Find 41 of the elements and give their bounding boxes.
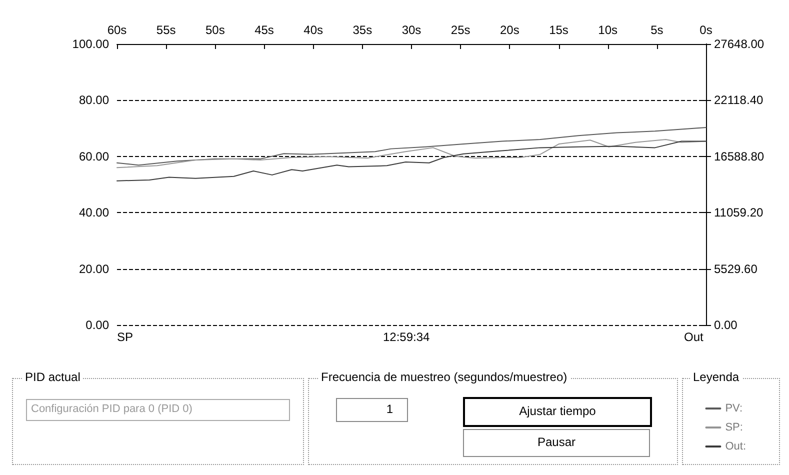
y-tick-label: 60.00 [78, 149, 110, 164]
x-tick-label: 35s [352, 23, 372, 37]
dropdown: Configuración PID para 0 (PID 0) [26, 399, 290, 421]
text: Frecuencia de muestreo (segundos/muestreo) [318, 370, 570, 384]
spin-box: 1 [336, 398, 408, 422]
x-tick-label: 10s [598, 23, 618, 37]
x-tick-label: 15s [549, 23, 568, 37]
x-tick-label: 55s [156, 23, 176, 37]
line-series [116, 126, 706, 166]
y-tick-label: 80.00 [78, 93, 110, 108]
x-tick-label: 45s [254, 23, 274, 37]
x-tick-label: 25s [450, 23, 470, 37]
x-tick-label: 40s [304, 23, 324, 37]
y2-tick-label: 11059.20 [714, 206, 764, 220]
line-series [116, 139, 706, 168]
legend-label: Out: [725, 440, 746, 452]
x-tick-label: 30s [402, 23, 422, 37]
button: Ajustar tiempo [463, 397, 652, 427]
x-tick-label: 5s [650, 23, 664, 37]
x-tick-label: 0s [700, 23, 712, 37]
y-tick-label: 100.00 [72, 37, 110, 51]
y-tick-label: 0.00 [86, 318, 110, 332]
x-tick-label: 60s [107, 23, 127, 37]
text: SP [117, 330, 134, 344]
text: PID actual [22, 370, 84, 384]
y-tick-label: 20.00 [78, 262, 110, 276]
text: Out [684, 330, 704, 344]
y2-tick-label: 16588.80 [714, 149, 764, 164]
line-series [116, 140, 706, 182]
legend-title: Leyenda [690, 370, 742, 384]
button: Pausar [463, 429, 650, 457]
legend-label: SP: [725, 422, 743, 434]
x-tick-label: 50s [205, 23, 225, 37]
y2-tick-label: 27648.00 [714, 37, 764, 51]
legend-label: PV: [725, 402, 743, 414]
x-tick-label: 20s [500, 23, 520, 37]
y2-tick-label: 22118.40 [714, 93, 764, 108]
y2-tick-label: 0.00 [714, 318, 738, 332]
y2-tick-label: 5529.60 [714, 262, 758, 276]
y-tick-label: 40.00 [78, 206, 110, 220]
text: 12:59:34 [383, 330, 430, 344]
